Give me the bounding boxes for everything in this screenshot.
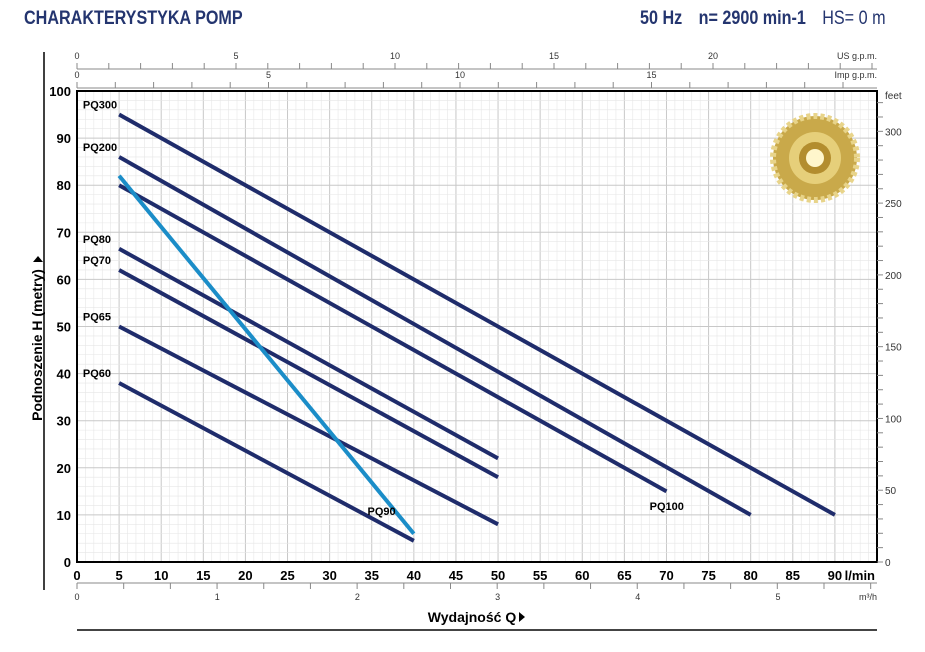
x-tick-label: 90	[828, 568, 842, 583]
grid	[76, 90, 878, 563]
arrow-up-icon	[33, 256, 43, 262]
series-label: PQ90	[368, 506, 396, 518]
series-label: PQ300	[83, 100, 117, 112]
y-tick-label: 10	[57, 508, 71, 523]
feet-unit-label: feet	[885, 91, 902, 102]
series-label: PQ200	[83, 142, 117, 154]
x-tick-label: 35	[365, 568, 379, 583]
speed: n= 2900 min-1	[698, 8, 806, 29]
series-line-pq90	[117, 174, 416, 536]
x-tick-label: 65	[617, 568, 631, 583]
imp-gpm-tick-label: 10	[455, 70, 465, 80]
y-tick-label: 60	[57, 272, 71, 287]
y-tick-label: 40	[57, 367, 71, 382]
series-line-pq65	[118, 324, 499, 527]
feet-tick-label: 100	[885, 414, 902, 425]
y-tick-label: 70	[57, 225, 71, 240]
imp-gpm-unit-label: Imp g.p.m.	[834, 70, 877, 80]
x-tick-label: 5	[115, 568, 122, 583]
feet-tick-label: 0	[885, 558, 891, 569]
y-tick-label: 30	[57, 414, 71, 429]
m3h-tick-label: 3	[495, 592, 500, 602]
series-label: PQ70	[83, 255, 111, 267]
feet-tick-label: 250	[885, 199, 902, 210]
x-tick-label: 30	[322, 568, 336, 583]
us-gpm-tick-label: 5	[233, 51, 238, 61]
series-lines: PQ300 PQ200 PQ100 PQ80 PQ70 PQ65 PQ60 PQ90	[83, 100, 836, 543]
plot-frame	[76, 90, 878, 563]
us-gpm-tick-label: 15	[549, 51, 559, 61]
series-label: PQ65	[83, 312, 111, 324]
series-line-pq100	[118, 183, 668, 494]
y-tick-label: 0	[64, 555, 71, 570]
x-tick-label: 50	[491, 568, 505, 583]
x-tick-label: 75	[701, 568, 715, 583]
m3h-tick-label: 5	[775, 592, 780, 602]
m3h-tick-label: 4	[635, 592, 640, 602]
us-gpm-tick-label: 10	[390, 51, 400, 61]
suction-height: HS= 0 m	[822, 8, 886, 29]
series-line-pq70	[118, 268, 500, 479]
x-axis-title: Wydajność Q	[428, 609, 517, 625]
y-tick-label: 20	[57, 461, 71, 476]
m3h-unit-label: m³/h	[859, 592, 877, 602]
imp-gpm-tick-label: 0	[74, 70, 79, 80]
x-unit-label: l/min	[845, 568, 875, 583]
us-gpm-tick-label: 20	[708, 51, 718, 61]
x-tick-label: 25	[280, 568, 294, 583]
x-tick-label: 45	[449, 568, 463, 583]
x-tick-label: 10	[154, 568, 168, 583]
series-line-pq80	[118, 247, 500, 461]
operating-params: 50 Hz n= 2900 min-1 HS= 0 m	[640, 8, 897, 30]
x-tick-label: 85	[786, 568, 800, 583]
feet-tick-label: 50	[885, 486, 897, 497]
x-tick-label: 40	[407, 568, 421, 583]
page-title: CHARAKTERYSTYKA POMP	[24, 8, 243, 29]
frequency: 50 Hz	[640, 8, 683, 29]
y-axis-title: Podnoszenie H (metry)	[29, 269, 45, 421]
x-tick-label: 55	[533, 568, 547, 583]
imp-gpm-tick-label: 5	[266, 70, 271, 80]
us-gpm-unit-label: US g.p.m.	[837, 51, 877, 61]
m3h-tick-label: 1	[215, 592, 220, 602]
y-tick-label: 50	[57, 320, 71, 335]
m3h-tick-label: 0	[74, 592, 79, 602]
x-tick-label: 0	[73, 568, 80, 583]
arrow-right-icon	[519, 612, 525, 622]
series-label: PQ80	[83, 234, 111, 246]
series-line-pq200	[118, 155, 752, 517]
us-gpm-tick-label: 0	[74, 51, 79, 61]
x-tick-label: 60	[575, 568, 589, 583]
series-label: PQ60	[83, 368, 111, 380]
series-line-pq60	[118, 381, 415, 543]
m3h-tick-label: 2	[355, 592, 360, 602]
axes: 0 5 10 15 20 25 30 35 40 45 50 55 60 65 70 75 80 85 90 l/mi…	[49, 51, 902, 602]
y-tick-label: 80	[57, 178, 71, 193]
impeller-image	[770, 113, 860, 203]
feet-tick-label: 200	[885, 271, 902, 282]
x-tick-label: 15	[196, 568, 210, 583]
feet-tick-label: 150	[885, 343, 902, 354]
imp-gpm-tick-label: 15	[646, 70, 656, 80]
x-tick-label: 80	[743, 568, 757, 583]
series-line-pq300	[118, 112, 836, 517]
y-tick-label: 90	[57, 131, 71, 146]
series-label: PQ100	[650, 501, 684, 513]
x-tick-label: 70	[659, 568, 673, 583]
feet-tick-label: 300	[885, 127, 902, 138]
y-tick-label: 100	[49, 84, 71, 99]
x-tick-label: 20	[238, 568, 252, 583]
